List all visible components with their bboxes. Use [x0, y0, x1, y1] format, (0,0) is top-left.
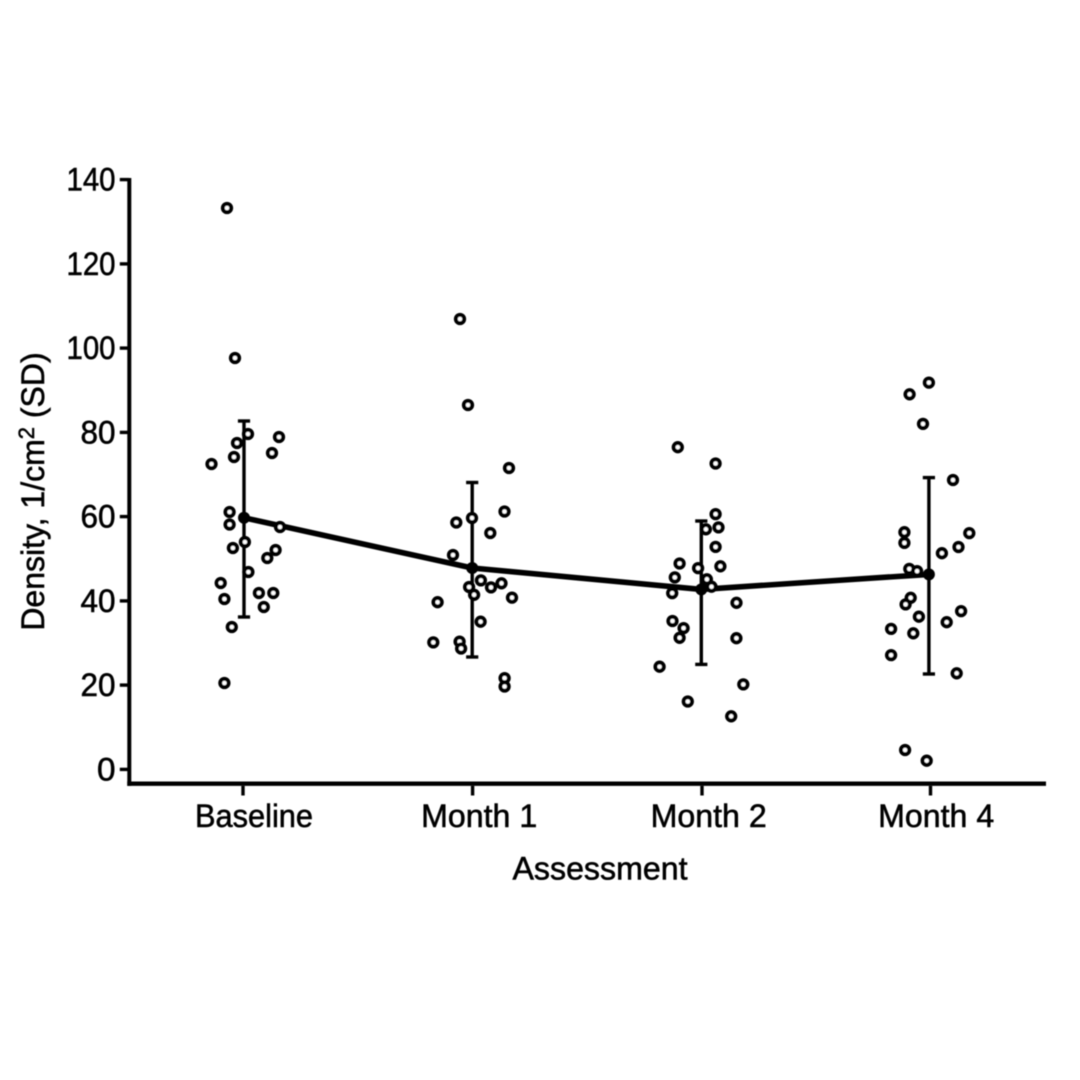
- svg-text:Density, 1/cm2 (SD): Density, 1/cm2 (SD): [14, 352, 51, 630]
- svg-text:Assessment: Assessment: [513, 851, 688, 887]
- svg-text:Month 4: Month 4: [878, 798, 994, 834]
- svg-text:140: 140: [67, 162, 116, 198]
- svg-text:80: 80: [81, 414, 116, 450]
- svg-text:100: 100: [67, 330, 116, 366]
- svg-text:0: 0: [97, 751, 116, 787]
- svg-text:120: 120: [67, 246, 116, 282]
- svg-text:40: 40: [81, 583, 116, 619]
- svg-text:Month 2: Month 2: [651, 798, 767, 834]
- svg-text:20: 20: [81, 667, 116, 703]
- svg-text:Baseline: Baseline: [195, 798, 313, 834]
- svg-text:Month 1: Month 1: [421, 798, 537, 834]
- svg-text:60: 60: [81, 499, 116, 535]
